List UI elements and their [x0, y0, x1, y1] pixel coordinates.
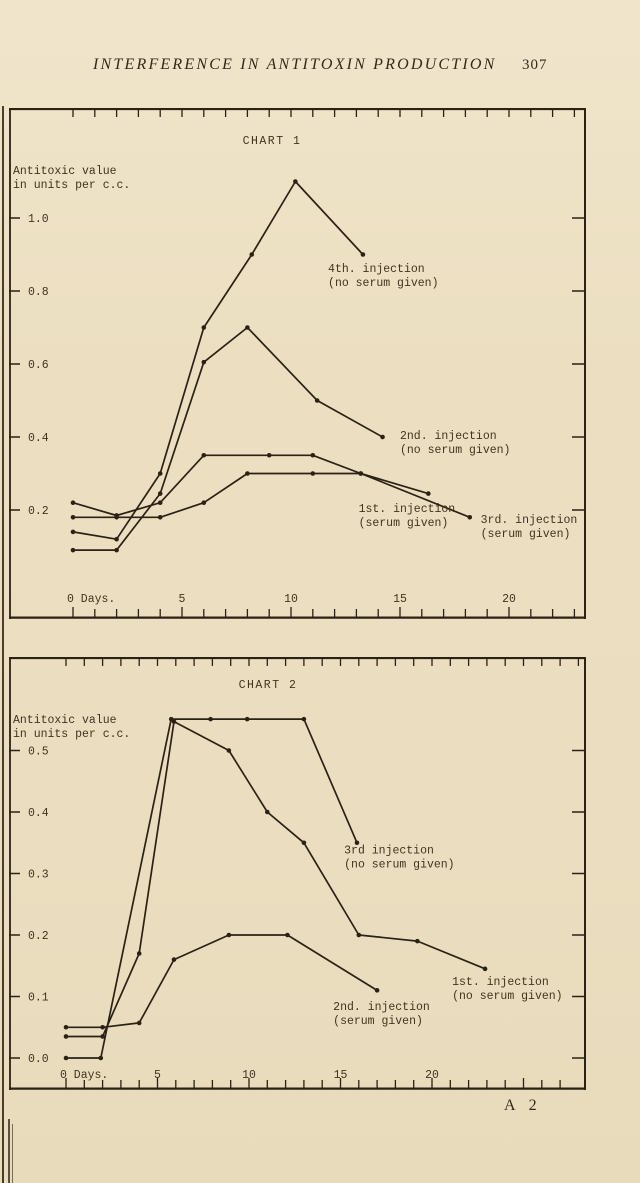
svg-text:15: 15: [334, 1069, 348, 1082]
svg-text:3rd injection: 3rd injection: [344, 844, 434, 857]
svg-text:5: 5: [154, 1069, 161, 1082]
series-line-2: [70, 325, 385, 553]
svg-text:0 Days.: 0 Days.: [67, 593, 115, 606]
svg-text:(no serum given): (no serum given): [400, 444, 510, 457]
svg-text:4th. injection: 4th. injection: [328, 263, 425, 276]
svg-text:15: 15: [393, 593, 407, 606]
svg-text:in units per c.c.: in units per c.c.: [13, 179, 130, 192]
svg-text:(no serum given): (no serum given): [344, 858, 454, 871]
svg-text:0.3: 0.3: [28, 869, 49, 882]
series-line-2: [63, 932, 380, 1030]
svg-text:0.0: 0.0: [28, 1053, 49, 1066]
svg-text:(no serum given): (no serum given): [328, 277, 438, 290]
axis-ticks: [9, 659, 585, 1089]
svg-text:0.4: 0.4: [28, 432, 49, 445]
svg-text:5: 5: [179, 593, 186, 606]
svg-text:20: 20: [502, 593, 516, 606]
series-annotation-1: 4th. injection(no serum given): [328, 263, 438, 290]
svg-text:10: 10: [284, 593, 298, 606]
svg-text:0.5: 0.5: [28, 746, 49, 759]
series-line-1: [63, 719, 488, 1039]
svg-text:2nd. injection: 2nd. injection: [333, 1001, 430, 1014]
chart-title: CHART 2: [239, 679, 298, 692]
svg-text:Antitoxic value: Antitoxic value: [13, 714, 117, 727]
svg-text:1st. injection: 1st. injection: [359, 503, 456, 516]
series-annotation-1: 3rd injection(no serum given): [344, 844, 454, 871]
page-header: INTERFERENCE IN ANTITOXIN PRODUCTION 307: [0, 56, 640, 82]
svg-text:2nd. injection: 2nd. injection: [400, 430, 497, 443]
series-line-3: [70, 471, 473, 520]
svg-text:1st. injection: 1st. injection: [452, 976, 549, 989]
svg-text:0 Days.: 0 Days.: [60, 1069, 108, 1082]
axis-ticks: [9, 110, 585, 618]
svg-text:0.4: 0.4: [28, 807, 49, 820]
x-tick-labels: 0 Days. 5 10 15 20: [67, 593, 516, 606]
svg-text:20: 20: [425, 1069, 439, 1082]
series-annotation-3: 1st. injection(no serum given): [452, 976, 562, 1003]
running-head-title: INTERFERENCE IN ANTITOXIN PRODUCTION: [93, 56, 497, 73]
svg-text:0.1: 0.1: [28, 992, 49, 1005]
signature-mark: A 2: [504, 1097, 542, 1114]
svg-text:0.2: 0.2: [28, 930, 49, 943]
svg-text:0.6: 0.6: [28, 359, 49, 372]
page-number: 307: [522, 57, 548, 73]
series-annotation-2: 2nd. injection(no serum given): [400, 430, 510, 457]
chart-title: CHART 1: [243, 135, 302, 148]
svg-text:1.0: 1.0: [28, 213, 49, 226]
svg-text:CHART 2: CHART 2: [239, 679, 298, 692]
y-tick-labels: 0.5 0.4 0.3 0.2 0.1 0.0: [28, 746, 49, 1067]
svg-text:3rd. injection: 3rd. injection: [481, 514, 578, 527]
svg-text:(serum given): (serum given): [333, 1015, 423, 1028]
svg-text:0.8: 0.8: [28, 286, 49, 299]
series-line-4: [70, 179, 366, 542]
x-tick-labels: 0 Days. 5 10 15 20: [60, 1069, 439, 1082]
svg-text:in units per c.c.: in units per c.c.: [13, 728, 130, 741]
svg-text:0.2: 0.2: [28, 505, 49, 518]
svg-text:(serum given): (serum given): [481, 528, 571, 541]
page-gutter-rule-short: [8, 1119, 10, 1183]
series-annotation-4: 3rd. injection(serum given): [481, 514, 578, 541]
svg-text:CHART 1: CHART 1: [243, 135, 302, 148]
svg-text:Antitoxic value: Antitoxic value: [13, 165, 117, 178]
page-gutter-rule-short-2: [12, 1124, 13, 1183]
page-gutter-rule: [2, 106, 4, 1183]
series-annotation-2: 2nd. injection(serum given): [333, 1001, 430, 1028]
y-tick-labels: 1.0 0.8 0.6 0.4 0.2: [28, 213, 49, 518]
svg-text:(serum given): (serum given): [359, 517, 449, 530]
series-line-3: [63, 716, 360, 1061]
series-annotation-3: 1st. injection(serum given): [359, 503, 456, 530]
svg-text:10: 10: [242, 1069, 256, 1082]
svg-text:(no serum given): (no serum given): [452, 990, 562, 1003]
